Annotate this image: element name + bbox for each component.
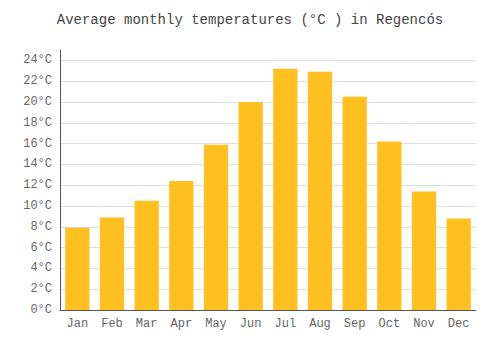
svg-text:14°C: 14°C: [23, 157, 52, 171]
svg-text:Feb: Feb: [101, 317, 123, 331]
svg-text:2°C: 2°C: [30, 282, 52, 296]
svg-text:May: May: [205, 317, 227, 331]
svg-text:10°C: 10°C: [23, 199, 52, 213]
svg-text:0°C: 0°C: [30, 303, 52, 317]
svg-text:Oct: Oct: [379, 317, 401, 331]
svg-text:Jun: Jun: [240, 317, 262, 331]
svg-text:Jan: Jan: [67, 317, 89, 331]
svg-text:16°C: 16°C: [23, 137, 52, 151]
svg-text:Sep: Sep: [344, 317, 366, 331]
svg-text:Apr: Apr: [171, 317, 193, 331]
svg-text:12°C: 12°C: [23, 178, 52, 192]
svg-text:20°C: 20°C: [23, 95, 52, 109]
svg-text:Nov: Nov: [413, 317, 435, 331]
svg-text:Dec: Dec: [448, 317, 470, 331]
svg-text:4°C: 4°C: [30, 261, 52, 275]
svg-text:22°C: 22°C: [23, 74, 52, 88]
svg-text:Jul: Jul: [275, 317, 297, 331]
svg-text:6°C: 6°C: [30, 241, 52, 255]
svg-text:Mar: Mar: [136, 317, 158, 331]
svg-text:8°C: 8°C: [30, 220, 52, 234]
svg-text:Aug: Aug: [309, 317, 331, 331]
svg-text:24°C: 24°C: [23, 53, 52, 67]
svg-text:Average monthly temperatures (: Average monthly temperatures (°C ) in Re…: [57, 12, 443, 28]
svg-text:18°C: 18°C: [23, 116, 52, 130]
